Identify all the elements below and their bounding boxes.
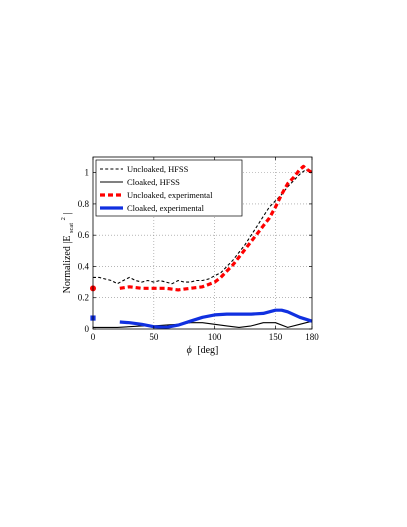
x-tick-label: 50 <box>149 332 159 342</box>
y-tick-label: 1 <box>85 168 90 178</box>
legend-label-2: Uncloaked, experimental <box>127 190 213 200</box>
legend-label-3: Cloaked, experimental <box>127 203 205 213</box>
x-tick-label: 100 <box>208 332 222 342</box>
y-tick-label: 0.2 <box>78 293 89 303</box>
y-tick-label: 0.4 <box>78 261 90 271</box>
ticks: 0 50 100 150 180 0 0.2 0.4 0.6 0.8 1 <box>78 157 319 342</box>
y-axis-main: Normalized |E <box>62 236 73 294</box>
series-line-0 <box>93 168 313 285</box>
y-axis-label: Normalized |E scat 2 | <box>57 213 76 294</box>
y-tick-label: 0 <box>85 324 90 334</box>
y-axis-sub: scat <box>68 223 75 233</box>
x-tick-label: 0 <box>91 332 96 342</box>
y-tick-label: 0.8 <box>78 199 90 209</box>
x-tick-label: 150 <box>269 332 283 342</box>
series-line-1 <box>93 320 313 328</box>
y-tick-label: 0.6 <box>78 230 90 240</box>
x-axis-label: ϕ [deg] <box>187 345 219 356</box>
x-axis-unit: [deg] <box>197 345 218 356</box>
x-tick-label: 180 <box>305 332 319 342</box>
series-line-2 <box>119 164 313 292</box>
plot-frame <box>92 156 313 330</box>
legend-label-1: Cloaked, HFSS <box>127 177 180 187</box>
y-axis-sup: 2 <box>60 217 67 220</box>
legend: Uncloaked, HFSS Cloaked, HFSS Uncloaked, e… <box>95 159 243 217</box>
x-axis-symbol: ϕ <box>187 345 192 356</box>
legend-label-0: Uncloaked, HFSS <box>127 164 189 174</box>
y-axis-end: | <box>62 213 73 215</box>
